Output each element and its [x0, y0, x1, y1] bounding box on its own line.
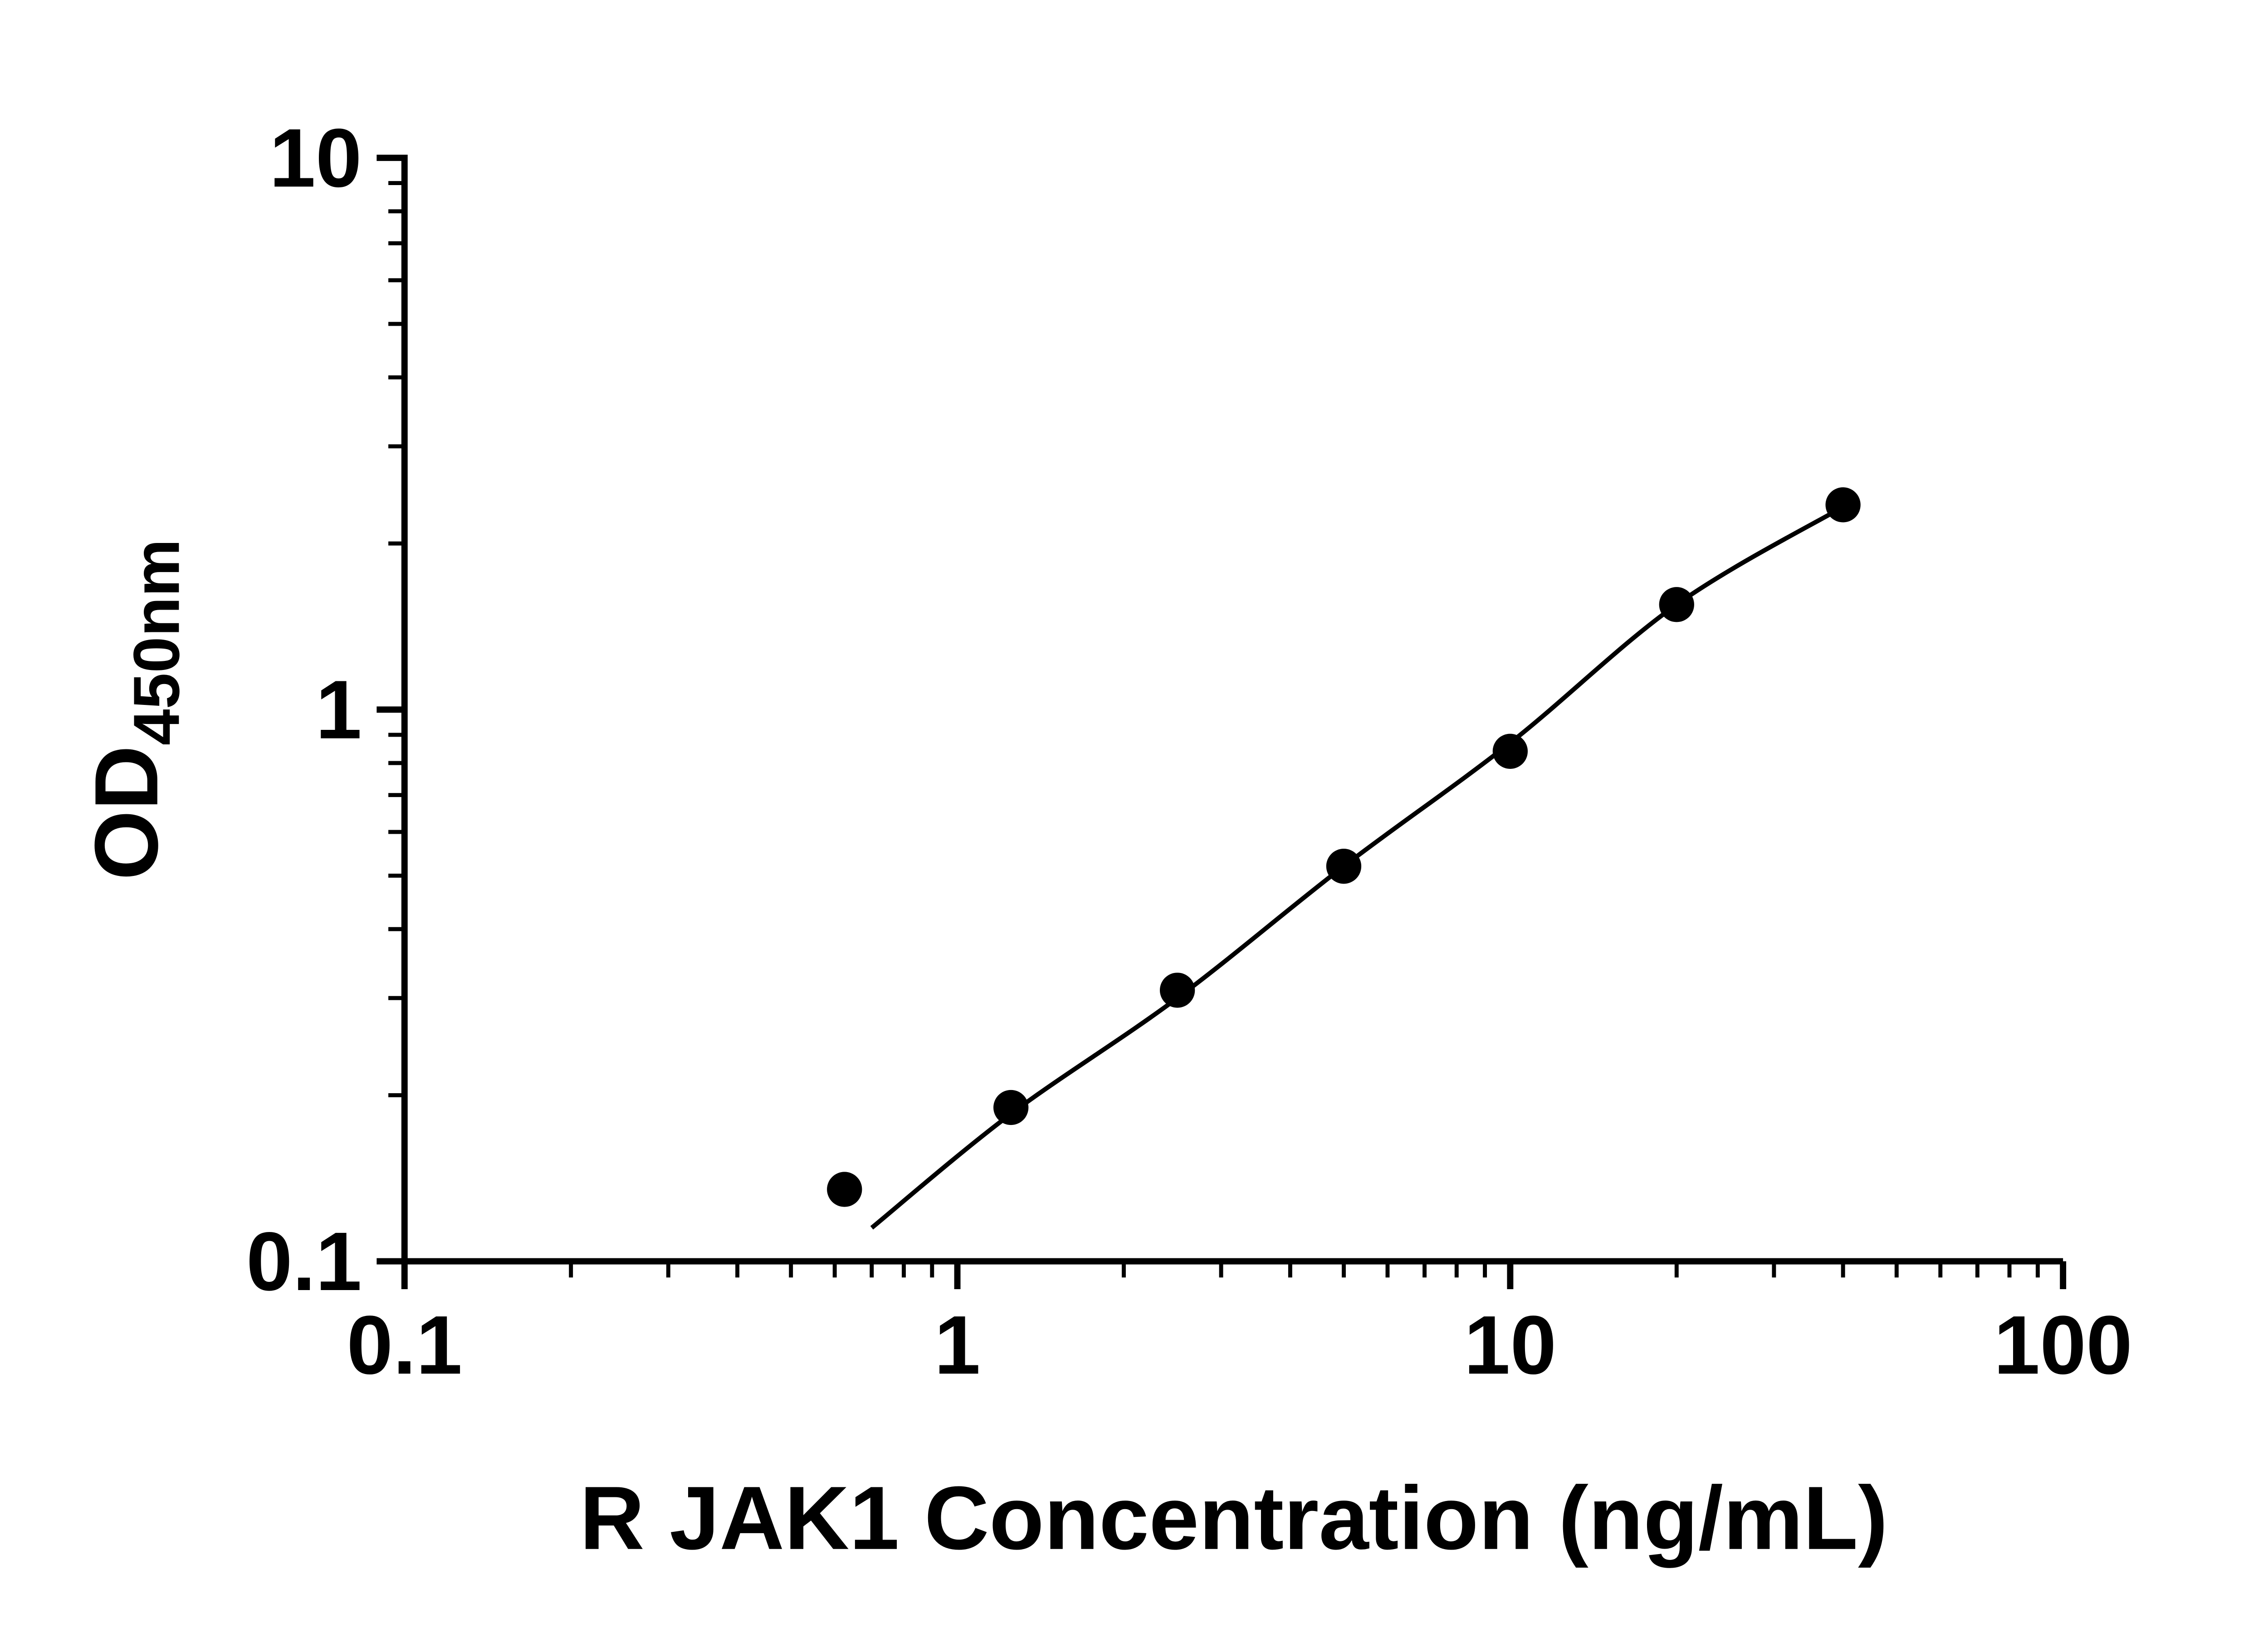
axes — [376, 155, 2067, 1290]
y-axis-title-subscript: 450nm — [120, 539, 193, 745]
chart-svg: 0.1 1 10 100 0.1 1 10 R JAK1 Concentration (ng/… — [0, 7, 2268, 1626]
data-point — [1492, 734, 1528, 769]
data-points — [827, 487, 1861, 1208]
ticks — [376, 155, 2067, 1290]
data-point — [1659, 587, 1694, 622]
data-point — [827, 1172, 862, 1208]
chart-background — [0, 7, 2268, 1626]
x-axis-title: R JAK1 Concentration (ng/mL) — [580, 1468, 1888, 1568]
x-tick-label: 1 — [934, 1299, 981, 1392]
x-tick-label: 100 — [1994, 1299, 2132, 1392]
data-point — [993, 1090, 1029, 1125]
y-axis-title: OD450nm — [76, 539, 193, 880]
y-axis-title-main: OD — [76, 746, 176, 880]
data-point — [1159, 973, 1195, 1008]
y-tick-label: 0.1 — [246, 1215, 362, 1308]
x-tick-label: 10 — [1464, 1299, 1556, 1392]
data-point — [1326, 849, 1362, 884]
y-tick-label: 10 — [269, 112, 362, 205]
data-point — [1825, 487, 1861, 523]
y-tick-label: 1 — [316, 663, 362, 756]
labels: 0.1 1 10 100 0.1 1 10 R JAK1 Concentration (ng/… — [76, 112, 2132, 1568]
x-tick-label: 0.1 — [347, 1299, 462, 1392]
elisa-standard-curve-figure: 0.1 1 10 100 0.1 1 10 R JAK1 Concentration (ng/… — [0, 7, 2268, 1626]
